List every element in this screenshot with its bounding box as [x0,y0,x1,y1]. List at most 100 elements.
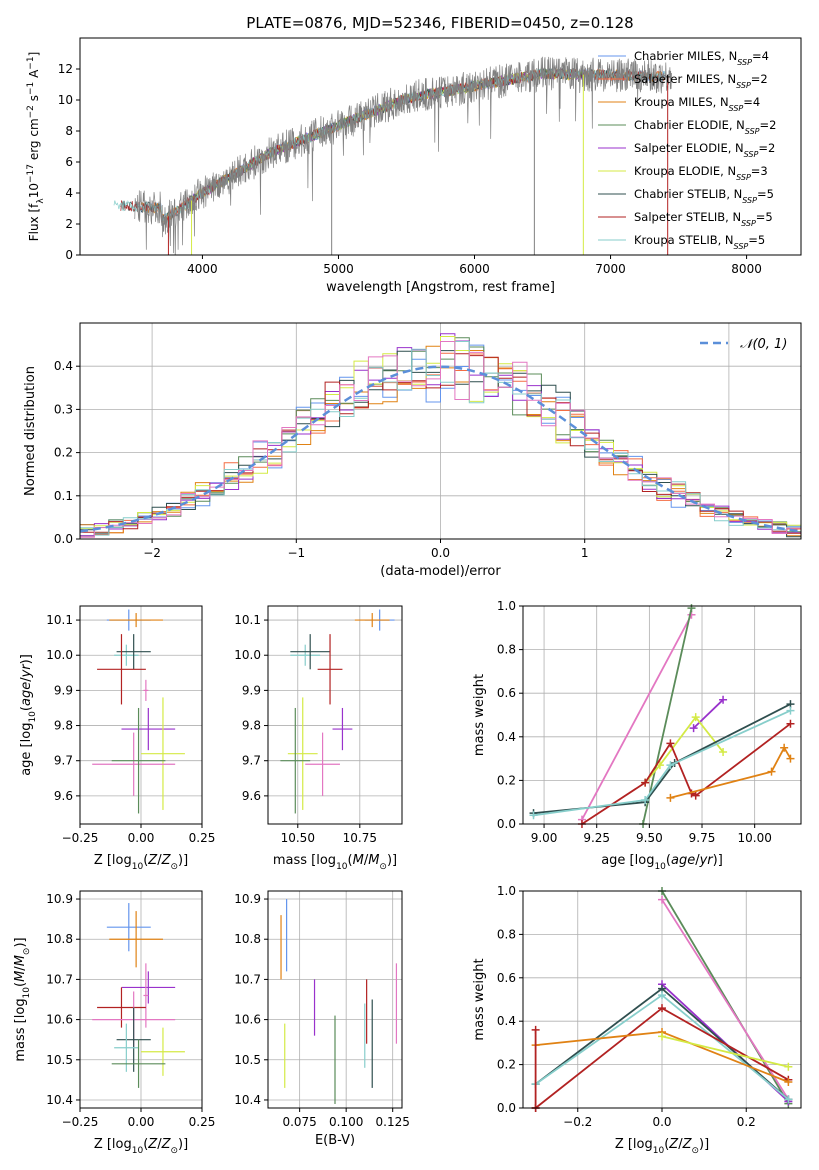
y-tick-label: 9.9 [242,683,261,697]
mass-weight-marker [658,1032,666,1041]
mass-weight-marker [786,719,795,728]
legend-label: Kroupa STELIB, NSSP=5 [634,233,765,251]
x-axis-label: wavelength [Angstrom, rest frame] [326,280,555,295]
spectrum-line [188,67,584,208]
age_vs_Z-axes: −0.25 0.00 0.25 9.6 9.7 9.8 9.9 10.0 10.1 [46,606,215,845]
mass-weight-marker [658,895,666,904]
y-tick-label: 9.9 [54,683,73,697]
massweight_vs_Z-frame [522,890,802,1109]
mass-weight-line [533,703,791,814]
figure-title: PLATE=0876, MJD=52346, FIBERID=0450, z=0… [246,14,633,32]
spectrum-frame [79,37,802,256]
y-tick-label: 0.1 [54,489,73,503]
x-tick-label: 9.50 [636,831,663,845]
mass-weight-line [644,715,724,784]
y-tick-label: 10.8 [234,932,261,946]
x-tick-label: 0.00 [128,831,155,845]
x-tick-label: 0.25 [189,1115,216,1129]
y-tick-label: 0.0 [497,817,516,831]
mass-weight-line [661,899,790,1100]
y-tick-label: 10.5 [234,1053,261,1067]
massweight_vs_age-frame [522,605,802,825]
x-tick-label: 0.0 [431,546,450,560]
y-tick-label: 0.6 [497,686,516,700]
y-tick-label: 0.4 [497,1014,516,1028]
spectrum-line [188,68,584,207]
mass-weight-marker [691,791,700,800]
y-tick-label: 10.7 [46,972,73,986]
y-tick-label: 9.8 [54,719,73,733]
mass-weight-marker [780,743,789,752]
x-tick-label: 10.50 [281,831,315,845]
mass-weight-marker [666,761,675,770]
y-tick-label: 9.6 [242,789,261,803]
x-tick-label: 0.2 [737,1115,756,1129]
y-tick-label: 0.0 [497,1101,516,1115]
mass-weight-marker [719,748,728,757]
mass-weight-line [642,608,693,825]
spectrum-line [188,68,584,204]
legend-label: Chabrier MILES, NSSP=4 [634,49,769,67]
y-tick-label: 10.4 [46,1093,73,1107]
y-tick-label: 0.8 [497,643,516,657]
x-tick-label: 0.25 [189,831,216,845]
x-tick-label: 0.125 [376,1115,410,1129]
y-tick-label: 1.0 [497,599,516,613]
legend-label: Salpeter STELIB, NSSP=5 [634,210,773,228]
y-tick-label: 0.4 [497,730,516,744]
mass-weight-marker [529,811,538,820]
mass_vs_Z-frame [79,890,203,1109]
y-tick-label: 10.0 [234,648,261,662]
mass-weight-marker [786,706,795,715]
y-tick-label: 0.8 [497,927,516,941]
mass-weight-marker [786,754,795,763]
y-tick-label: 9.8 [242,719,261,733]
y-tick-label: 10.1 [234,613,261,627]
y-tick-label: 10.1 [46,613,73,627]
x-tick-label: 7000 [595,262,626,276]
y-tick-label: 10 [58,93,73,107]
y-tick-label: 0.3 [54,402,73,416]
normal-curve [80,365,801,533]
x-axis-label: E(B-V) [315,1133,355,1148]
mass-weight-line [581,722,792,825]
y-axis-label: mass [log10(M/M⊙)] [13,937,32,1061]
x-tick-label: −1 [287,546,305,560]
mass-weight-line [670,745,792,799]
y-tick-label: 10.9 [234,892,261,906]
spectrum-legend: Chabrier MILES, NSSP=4 Salpeter MILES, NS… [598,49,776,251]
mass-weight-marker [689,724,698,733]
y-tick-label: 4 [65,186,73,200]
y-axis-label: mass weight [472,958,487,1040]
x-tick-label: 8000 [731,262,762,276]
y-tick-label: 10.9 [46,892,73,906]
mass-weight-marker [691,713,700,722]
legend-label: Chabrier ELODIE, NSSP=2 [634,118,776,136]
spectrum-line [140,68,665,223]
x-tick-label: 0.100 [329,1115,363,1129]
x-tick-label: −0.25 [62,1115,99,1129]
y-tick-label: 12 [58,62,73,76]
y-tick-label: 9.6 [54,789,73,803]
age_vs_mass-axes: 10.50 10.75 9.6 9.7 9.8 9.9 10.0 10.1 [234,606,402,845]
y-axis-label: Normed distribution [23,366,38,496]
y-tick-label: 0.2 [497,1058,516,1072]
x-tick-label: 0.075 [282,1115,316,1129]
y-tick-label: 0 [65,248,73,262]
y-axis-label: age [log10(age/yr)] [19,654,38,776]
x-tick-label: 6000 [459,262,490,276]
mass-weight-marker [687,604,696,613]
mass-weight-line [661,890,790,1105]
x-tick-label: 10.00 [737,831,771,845]
spectrum-axes: 4000 5000 6000 7000 8000 0 2 4 6 8 10 12 [58,62,762,276]
x-tick-label: −0.25 [62,831,99,845]
y-tick-label: 0.4 [54,359,73,373]
mass-weight-line [581,614,693,821]
y-tick-label: 0.2 [497,773,516,787]
y-tick-label: 6 [65,155,73,169]
y-tick-label: 9.7 [242,754,261,768]
x-tick-label: −2 [143,546,161,560]
legend-label: Kroupa ELODIE, NSSP=3 [634,164,768,182]
mass-weight-line [533,709,791,817]
